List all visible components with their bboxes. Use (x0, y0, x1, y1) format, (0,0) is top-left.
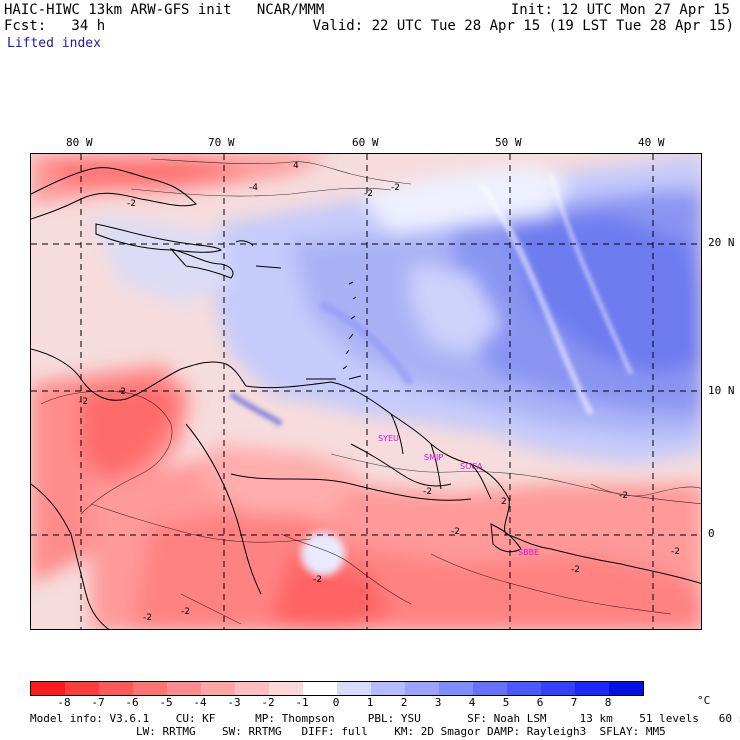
colorbar-swatch (201, 682, 235, 695)
streaks (229, 173, 633, 427)
colorbar-swatch (541, 682, 575, 695)
colorbar-swatch (609, 682, 643, 695)
model-info-line2: LW: RRTMG SW: RRTMG DIFF: full KM: 2D Sm… (30, 725, 666, 738)
lon-label-60w: 60 W (352, 136, 379, 149)
contour-label: 4 (293, 161, 299, 171)
latlon-grid (31, 154, 701, 629)
contour-label: -2 (117, 387, 126, 397)
colorbar-swatch (167, 682, 201, 695)
colorbar-tick-label: 4 (468, 696, 476, 709)
colorbar-tick-label: 1 (366, 696, 374, 709)
map-canvas: 4 -4 -2 -2 -2 -2 -2 -2 -2 -2 -2 -2 -2 -2… (31, 154, 701, 629)
colorbar-swatch (337, 682, 371, 695)
contour-label: -2 (423, 487, 432, 497)
model-title: HAIC-HIWC 13km ARW-GFS init NCAR/MMM (4, 2, 325, 18)
lat-label-10n: 10 N (708, 384, 735, 397)
colorbar-tick-label: -7 (91, 696, 105, 709)
colorbar-unit: °C (697, 694, 711, 707)
colorbar-tick-label: -2 (261, 696, 275, 709)
colorbar-swatch (575, 682, 609, 695)
lon-label-40w: 40 W (638, 136, 665, 149)
colorbar-tick-label: 5 (502, 696, 510, 709)
lifted-index-map: 4 -4 -2 -2 -2 -2 -2 -2 -2 -2 -2 -2 -2 -2… (30, 153, 702, 630)
contour-label: -2 (127, 199, 136, 209)
contour-label: -2 (391, 183, 400, 193)
colorbar-swatch (303, 682, 337, 695)
colorbar-swatch (235, 682, 269, 695)
station-label-soca: SOCA (460, 462, 483, 471)
contour-label: -2 (619, 491, 628, 501)
lon-label-70w: 70 W (208, 136, 235, 149)
station-label-smjp: SMJP (424, 453, 443, 462)
station-label-sbbe: SBBE (518, 548, 539, 557)
colorbar-tick-label: 2 (400, 696, 408, 709)
lat-label-0: 0 (708, 527, 715, 540)
stable-patch (301, 532, 345, 576)
colorbar-swatch (507, 682, 541, 695)
colorbar-swatch (473, 682, 507, 695)
contour-label: -2 (313, 575, 322, 585)
colorbar-tick-label: 6 (536, 696, 544, 709)
colorbar-swatch (133, 682, 167, 695)
init-time: Init: 12 UTC Mon 27 Apr 15 (510, 2, 730, 18)
colorbar-tick-label: -4 (193, 696, 207, 709)
colorbar-swatch (65, 682, 99, 695)
model-info-line1: Model info: V3.6.1 CU: KF MP: Thompson P… (30, 712, 740, 725)
contour-label: -2 (671, 547, 680, 557)
lat-label-20n: 20 N (708, 236, 735, 249)
contours (40, 158, 701, 625)
colorbar-tick-label: -6 (125, 696, 139, 709)
colorbar-swatch (439, 682, 473, 695)
colorbar-swatch (31, 682, 65, 695)
colorbar-swatch (371, 682, 405, 695)
forecast-hour: Fcst: 34 h (4, 18, 106, 34)
valid-time: Valid: 22 UTC Tue 28 Apr 15 (19 LST Tue … (312, 18, 734, 34)
colorbar-swatch (269, 682, 303, 695)
contour-label: -2 (143, 613, 152, 623)
variable-name: Lifted index (7, 36, 101, 51)
station-label-syeu: SYEU (378, 434, 399, 443)
colorbar-tick-label: -3 (227, 696, 241, 709)
colorbar-swatch (99, 682, 133, 695)
contour-label: -2 (451, 527, 460, 537)
lon-label-80w: 80 W (66, 136, 93, 149)
colorbar-tick-label: -1 (295, 696, 309, 709)
contour-label: -2 (571, 565, 580, 575)
colorbar-tick-label: 8 (604, 696, 612, 709)
contour-label: -4 (249, 183, 258, 193)
colorbar-tick-label: 0 (332, 696, 340, 709)
colorbar-tick-label: 3 (434, 696, 442, 709)
colorbar-tick-label: -5 (159, 696, 173, 709)
colorbar-tick-label: -8 (57, 696, 71, 709)
coastlines (31, 167, 701, 629)
colorbar (30, 681, 644, 696)
colorbar-tick-label: 7 (570, 696, 578, 709)
lon-label-50w: 50 W (495, 136, 522, 149)
contour-label: -2 (79, 397, 88, 407)
contour-label: -2 (364, 189, 373, 199)
contour-label: -2 (181, 607, 190, 617)
colorbar-swatch (405, 682, 439, 695)
contour-label: 2 (501, 497, 507, 507)
